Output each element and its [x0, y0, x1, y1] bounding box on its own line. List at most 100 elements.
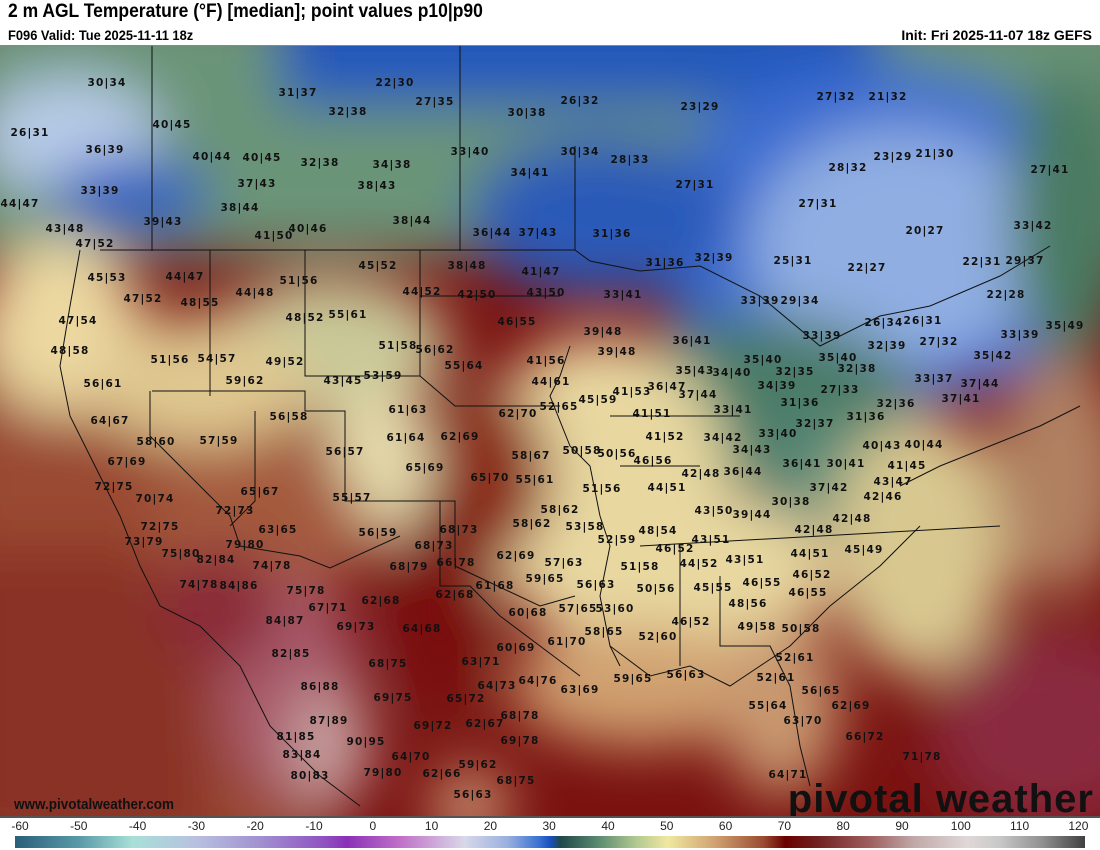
point-value-label: 27|35: [415, 96, 455, 108]
point-value-label: 46|52: [671, 616, 711, 628]
point-value-label: 56|63: [576, 579, 616, 591]
point-value-label: 57|63: [544, 557, 584, 569]
point-value-label: 58|62: [540, 504, 580, 516]
colorbar-tick-label: 90: [895, 819, 909, 833]
point-value-label: 31|36: [645, 257, 685, 269]
point-value-label: 40|45: [242, 152, 282, 164]
point-value-label: 21|32: [868, 91, 908, 103]
colorbar-gradient: [15, 836, 1085, 848]
colorbar-tick-label: -60: [11, 819, 29, 833]
colorbar-tick-label: 110: [1010, 819, 1030, 833]
colorbar-tick-label: -10: [305, 819, 323, 833]
point-value-label: 64|73: [477, 680, 517, 692]
point-value-label: 59|62: [458, 759, 498, 771]
point-value-label: 59|62: [225, 375, 265, 387]
header: 2 m AGL Temperature (°F) [median]; point…: [0, 0, 1100, 45]
watermark-url: www.pivotalweather.com: [14, 796, 175, 813]
point-value-label: 41|52: [645, 431, 685, 443]
point-value-label: 82|84: [196, 554, 236, 566]
point-value-label: 68|79: [389, 561, 429, 573]
point-value-label: 46|55: [742, 577, 782, 589]
point-value-label: 80|83: [290, 770, 330, 782]
point-value-label: 69|73: [336, 621, 376, 633]
point-value-label: 69|75: [373, 692, 413, 704]
point-value-label: 90|95: [346, 736, 386, 748]
point-value-label: 48|55: [180, 297, 220, 309]
colorbar-tick-label: 120: [1068, 819, 1089, 833]
colorbar-tick-label: 70: [777, 819, 792, 833]
point-value-label: 50|58: [562, 445, 602, 457]
point-value-label: 27|32: [919, 336, 959, 348]
point-value-label: 65|69: [405, 462, 445, 474]
point-value-label: 57|65: [558, 603, 598, 615]
point-value-label: 26|31: [10, 127, 50, 139]
point-value-label: 75|78: [286, 585, 326, 597]
point-value-label: 35|40: [818, 352, 858, 364]
point-value-label: 45|59: [578, 394, 618, 406]
point-value-label: 56|61: [83, 378, 123, 390]
point-value-label: 50|58: [781, 623, 821, 635]
point-value-label: 74|78: [252, 560, 292, 572]
point-value-label: 56|63: [453, 789, 493, 801]
point-value-label: 49|58: [737, 621, 777, 633]
colorbar: -60 -50 -40 -30 -20 -10 0 10 20 30 40 50 60 70 80 90 100…: [0, 818, 1100, 850]
point-value-label: 58|67: [511, 450, 551, 462]
point-value-label: 51|56: [279, 275, 319, 287]
point-value-label: 60|68: [508, 607, 548, 619]
point-value-label: 33|40: [758, 428, 798, 440]
point-value-label: 29|37: [1005, 255, 1045, 267]
colorbar-tick-label: -30: [187, 819, 206, 833]
point-value-label: 87|89: [309, 715, 349, 727]
point-value-label: 67|71: [308, 602, 348, 614]
point-value-label: 68|75: [496, 775, 536, 787]
point-value-label: 60|69: [496, 642, 536, 654]
point-value-label: 55|64: [444, 360, 484, 372]
point-value-label: 30|34: [87, 77, 127, 89]
point-value-label: 48|56: [728, 598, 768, 610]
point-value-label: 33|42: [1013, 220, 1053, 232]
point-value-label: 47|52: [75, 238, 115, 250]
colorbar-tick-label: -50: [70, 819, 88, 833]
point-value-label: 32|39: [867, 340, 907, 352]
point-value-label: 79|80: [363, 767, 403, 779]
point-value-label: 28|33: [610, 154, 650, 166]
point-value-label: 57|59: [199, 435, 239, 447]
point-value-label: 43|51: [691, 534, 731, 546]
colorbar-tick-label: 20: [483, 819, 498, 833]
point-value-label: 62|68: [361, 595, 401, 607]
point-value-label: 45|52: [358, 260, 398, 272]
point-value-label: 32|38: [328, 106, 368, 118]
colorbar-tick-label: 80: [836, 819, 850, 833]
point-value-label: 34|41: [510, 167, 550, 179]
point-value-label: 62|67: [465, 718, 505, 730]
point-value-label: 28|32: [828, 162, 868, 174]
point-value-label: 22|28: [986, 289, 1026, 301]
point-value-label: 62|66: [422, 768, 462, 780]
point-value-label: 26|34: [864, 317, 904, 329]
colorbar-tick-label: 50: [660, 819, 674, 833]
temperature-map[interactable]: 30|34 31|37 22|30 27|35 32|38 30|38 26|32 23|29…: [0, 45, 1100, 818]
point-value-label: 83|84: [282, 749, 322, 761]
point-value-label: 34|39: [757, 380, 797, 392]
point-value-label: 43|45: [323, 375, 363, 387]
point-value-label: 82|85: [271, 648, 311, 660]
point-value-label: 43|50: [526, 287, 566, 299]
point-value-label: 52|60: [638, 631, 678, 643]
point-value-label: 49|52: [265, 356, 305, 368]
point-value-label: 46|52: [792, 569, 832, 581]
point-value-label: 38|44: [220, 202, 260, 214]
point-value-label: 53|60: [595, 603, 635, 615]
point-value-label: 31|37: [278, 87, 318, 99]
point-value-label: 84|87: [265, 615, 305, 627]
point-value-label: 23|29: [680, 101, 720, 113]
point-value-label: 33|41: [603, 289, 643, 301]
point-value-label: 62|68: [435, 589, 475, 601]
point-value-label: 66|72: [845, 731, 885, 743]
point-value-label: 30|41: [826, 458, 866, 470]
point-value-label: 51|58: [378, 340, 418, 352]
point-value-label: 47|54: [58, 315, 98, 327]
point-value-label: 36|47: [647, 381, 687, 393]
point-value-label: 64|67: [90, 415, 130, 427]
point-value-label: 56|58: [269, 411, 309, 423]
point-value-label: 36|41: [782, 458, 822, 470]
